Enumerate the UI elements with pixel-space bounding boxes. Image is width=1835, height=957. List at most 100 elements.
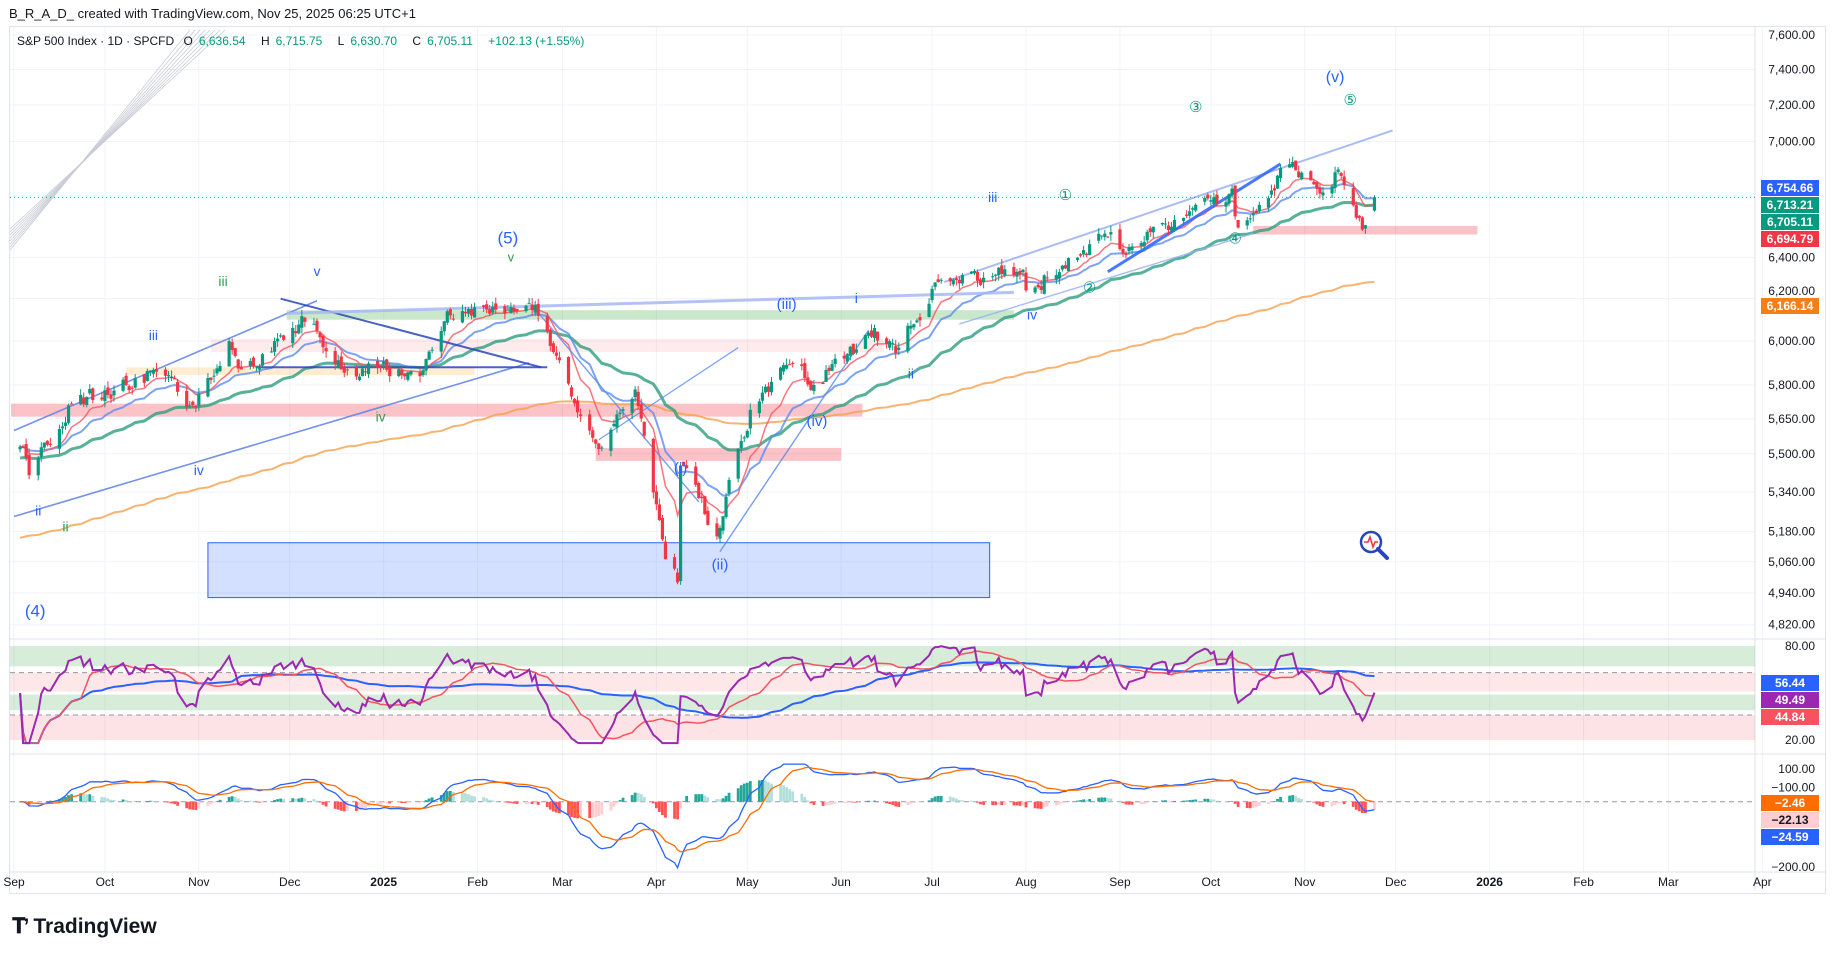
candle-body <box>533 304 537 313</box>
macd-histogram-bar <box>676 801 679 820</box>
candle <box>45 440 49 447</box>
macd-histogram-bar <box>597 801 601 816</box>
candle-body <box>891 343 895 345</box>
macd-histogram-bar <box>1294 796 1298 802</box>
macd-histogram-bar <box>206 801 210 806</box>
macd-histogram-bar <box>1257 801 1261 806</box>
candle <box>1060 264 1064 272</box>
candle <box>206 373 210 398</box>
candle-body <box>621 409 625 411</box>
candle <box>1033 285 1037 295</box>
macd-histogram-bar <box>1142 801 1146 805</box>
candle <box>778 366 783 381</box>
candle-body <box>206 377 210 397</box>
candle-body <box>1269 190 1274 195</box>
macd-histogram-bar <box>1164 800 1167 802</box>
macd-histogram-bar <box>279 798 283 802</box>
candle <box>248 358 252 370</box>
macd-histogram-bar <box>79 793 83 802</box>
candle <box>827 365 831 376</box>
symbol-name[interactable]: S&P 500 Index · 1D · SPCFD <box>17 34 175 48</box>
macd-histogram-bar <box>1064 801 1067 803</box>
macd-histogram-bar <box>679 801 682 809</box>
candle <box>851 343 855 356</box>
macd-histogram-bar <box>1273 801 1276 802</box>
candle-body <box>448 309 452 316</box>
candle <box>1042 274 1046 295</box>
tradingview-logo[interactable]: 𝐓’ TradingView <box>12 915 157 939</box>
macd-histogram-bar <box>485 798 489 802</box>
macd-histogram-bar <box>1315 801 1319 805</box>
candle <box>1142 235 1146 250</box>
time-axis-label: Apr <box>1753 875 1772 889</box>
macd-histogram-bar <box>1033 801 1037 809</box>
macd-histogram-bar <box>382 801 386 804</box>
ohlc-close: C 6,705.11 <box>412 34 479 48</box>
candle-body <box>63 422 68 426</box>
macd-histogram-bar <box>745 782 749 802</box>
macd-histogram-bar <box>848 801 852 803</box>
macd-histogram-bar <box>824 801 828 806</box>
price-zone <box>595 447 842 461</box>
candle <box>151 367 155 378</box>
candle-body <box>1088 244 1092 256</box>
macd-histogram-bar <box>970 800 973 802</box>
candle <box>824 365 828 383</box>
candle <box>939 278 943 284</box>
candle <box>445 309 449 325</box>
candle <box>69 401 74 405</box>
candle <box>385 358 389 372</box>
macd-histogram-bar <box>1212 799 1216 802</box>
candle-body <box>721 516 725 531</box>
ohlc-low: L 6,630.70 <box>338 34 403 48</box>
candle-body <box>100 397 104 400</box>
candle-body <box>300 316 304 328</box>
candle-body <box>1275 175 1280 189</box>
macd-histogram-bar <box>609 801 613 811</box>
macd-histogram-bar <box>1045 801 1049 807</box>
candle <box>512 304 516 315</box>
candle <box>282 334 286 342</box>
price-axis-label: 5,500.00 <box>1768 447 1815 461</box>
macd-histogram-bar <box>1088 798 1092 802</box>
candle <box>739 434 743 453</box>
candle-body <box>842 355 846 359</box>
candle <box>891 338 895 351</box>
candle <box>745 429 749 439</box>
macd-histogram-bar <box>209 801 213 805</box>
candle <box>148 370 152 377</box>
candle <box>557 351 561 364</box>
candle <box>548 328 552 352</box>
wave-label: v <box>508 250 515 265</box>
candle <box>79 389 83 406</box>
macd-histogram-bar <box>957 799 961 802</box>
candle <box>1315 181 1319 195</box>
time-axis-label: Oct <box>96 875 115 889</box>
candle-body <box>169 376 174 379</box>
candle <box>239 360 243 370</box>
macd-histogram-bar <box>706 797 710 802</box>
candle <box>1269 184 1274 198</box>
candle-body <box>675 572 680 583</box>
macd-histogram-bar <box>867 800 870 802</box>
candle <box>809 379 813 392</box>
candle <box>615 409 619 433</box>
candle-body <box>424 359 428 371</box>
candle <box>42 442 46 450</box>
candle <box>1021 268 1025 277</box>
candle-body <box>1085 253 1089 256</box>
candle-body <box>1127 247 1131 252</box>
candle <box>1097 228 1101 244</box>
candle <box>27 448 31 480</box>
candle-body <box>488 309 492 314</box>
candle <box>806 371 810 387</box>
macd-histogram-bar <box>130 801 134 803</box>
macd-histogram-bar <box>1103 797 1107 802</box>
candle-body <box>188 405 192 407</box>
macd-histogram-bar <box>1227 801 1231 802</box>
candle-body <box>706 510 710 525</box>
macd-histogram-bar <box>1151 801 1155 802</box>
rsi-line <box>19 645 1376 745</box>
candle-body <box>106 387 110 395</box>
